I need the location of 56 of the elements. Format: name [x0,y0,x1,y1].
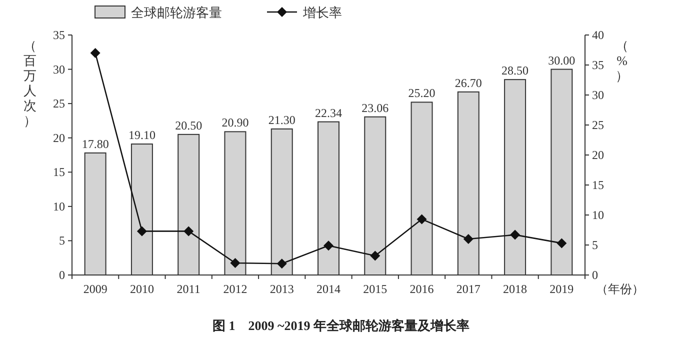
y2-tick-label: 30 [592,88,604,102]
y-tick-label: 15 [53,165,65,180]
x-tick-label: 2011 [176,282,200,296]
y-tick-label: 5 [59,234,65,248]
x-tick-label: 2017 [456,282,480,296]
y-axis-title: （百万人次） [24,38,36,128]
point [370,250,380,261]
y2-tick-label: 35 [592,58,604,72]
y2-tick-label: 25 [592,118,604,132]
point [276,258,287,269]
y2-tick-label: 15 [592,178,604,192]
data-label: 20.90 [222,116,249,130]
y2-tick-label: 20 [592,148,604,162]
data-label: 26.70 [454,76,482,90]
y-tick-label: 10 [53,199,65,214]
x-axis-title: （年份） [596,282,644,296]
x-tick-label: 2010 [130,282,154,296]
y2-tick-label: 40 [592,28,604,42]
data-label: 30.00 [548,53,576,68]
legend-label: 全球邮轮游客量 [131,5,222,20]
x-tick-label: 2019 [550,282,574,296]
y2-tick-label: 0 [592,268,598,282]
x-tick-label: 2013 [270,282,294,296]
y2-tick-label: 5 [592,238,598,252]
data-label: 22.34 [315,106,342,120]
text: 图 1 2009 ~2019 年全球邮轮游客量及增长率 [212,318,470,333]
x-tick-label: 2018 [503,282,528,296]
point [230,258,240,268]
point [136,226,147,236]
point [510,230,520,240]
point [416,214,427,224]
y-tick-label: 0 [59,268,65,282]
x-tick-label: 2016 [410,282,434,296]
x-tick-label: 2014 [316,282,340,296]
legend-label: 增长率 [302,5,342,20]
data-label: 21.30 [268,112,296,127]
x-tick-label: 2015 [363,282,388,296]
y-tick-label: 20 [53,130,65,145]
y-tick-label: 35 [53,28,65,42]
point [556,238,567,248]
y-tick-label: 25 [53,96,65,111]
data-label: 20.50 [175,118,202,132]
y-tick-label: 30 [53,62,65,76]
x-tick-label: 2009 [83,282,108,296]
y2-axis-title: （%） [616,38,628,83]
y2-tick-label: 10 [592,208,604,222]
data-label: 23.06 [362,100,389,115]
data-label: 19.10 [128,128,156,142]
data-label: 28.50 [502,64,529,78]
point [184,226,194,236]
data-label: 25.20 [408,86,436,100]
point [90,48,100,58]
point [324,240,334,251]
point [463,234,474,244]
x-tick-label: 2012 [223,282,248,296]
data-label: 17.80 [82,136,109,151]
